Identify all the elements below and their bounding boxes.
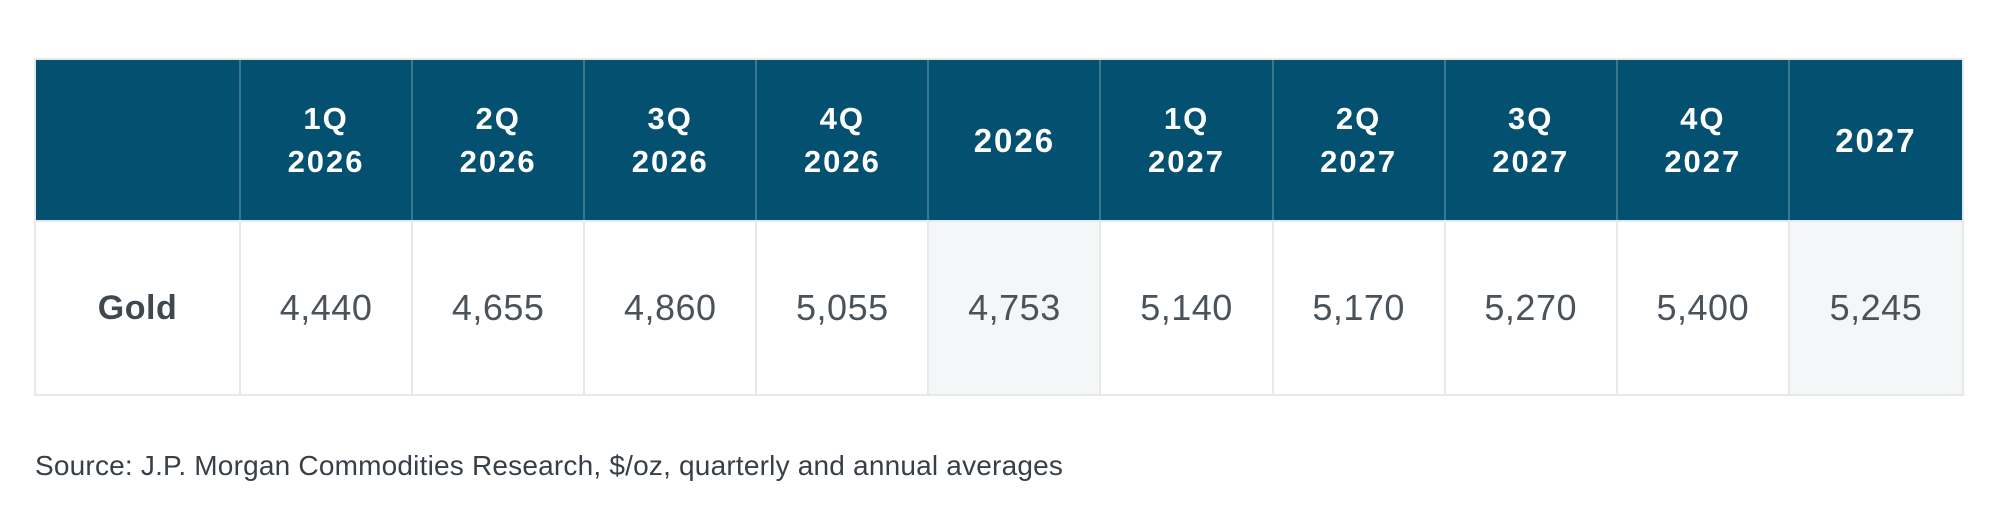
header-year-label: 2026	[973, 121, 1056, 159]
row-label-gold: Gold	[36, 220, 241, 394]
header-quarter-label: 1Q	[1163, 101, 1210, 136]
source-note: Source: J.P. Morgan Commodities Research…	[35, 450, 1064, 481]
header-quarter-label: 1Q	[303, 101, 349, 136]
header-quarter-label: 3Q	[647, 101, 693, 136]
cell-2q2026: 4,655	[413, 220, 586, 394]
header-quarter-label: 2Q	[1335, 101, 1382, 136]
header-year-label: 2027	[1835, 121, 1917, 159]
header-row: 1Q 2026 2Q 2026 3Q 2026 4Q 2026	[36, 60, 1962, 220]
col-header-4q2026: 4Q 2026	[757, 60, 930, 220]
header-year-label: 2027	[1492, 144, 1570, 179]
header-year-label: 2027	[1148, 144, 1225, 179]
cell-4q2027: 5,400	[1617, 220, 1790, 394]
col-header-4q2027: 4Q 2027	[1617, 60, 1790, 220]
cell-2027-average: 5,245	[1789, 220, 1962, 394]
header-quarter-label: 2Q	[475, 101, 521, 136]
forecast-table: 1Q 2026 2Q 2026 3Q 2026 4Q 2026	[34, 58, 1964, 396]
cell-1q2026: 4,440	[241, 220, 414, 394]
col-header-3q2026: 3Q 2026	[585, 60, 758, 220]
table-row-gold: Gold 4,440 4,655 4,860 5,055 4,753 5,140…	[36, 220, 1962, 394]
col-header-2027: 2027	[1789, 60, 1962, 220]
cell-4q2026: 5,055	[757, 220, 930, 394]
col-header-2q2026: 2Q 2026	[413, 60, 586, 220]
header-quarter-label: 3Q	[1508, 101, 1554, 136]
cell-2026-average: 4,753	[929, 220, 1102, 394]
header-year-label: 2026	[287, 144, 365, 179]
cell-3q2027: 5,270	[1445, 220, 1618, 394]
header-year-label: 2027	[1320, 144, 1398, 179]
cell-1q2027: 5,140	[1101, 220, 1274, 394]
gold-forecast-table: 1Q 2026 2Q 2026 3Q 2026 4Q 2026	[34, 58, 1964, 396]
col-header-1q2027: 1Q 2027	[1101, 60, 1274, 220]
corner-cell	[36, 60, 241, 220]
cell-2q2027: 5,170	[1273, 220, 1446, 394]
header-year-label: 2026	[459, 144, 537, 179]
col-header-3q2027: 3Q 2027	[1445, 60, 1618, 220]
header-year-label: 2026	[803, 144, 881, 179]
header-quarter-label: 4Q	[1680, 101, 1726, 136]
col-header-1q2026: 1Q 2026	[241, 60, 414, 220]
header-year-label: 2027	[1664, 144, 1742, 179]
header-quarter-label: 4Q	[819, 101, 865, 136]
cell-3q2026: 4,860	[585, 220, 758, 394]
col-header-2026: 2026	[929, 60, 1102, 220]
col-header-2q2027: 2Q 2027	[1273, 60, 1446, 220]
header-year-label: 2026	[631, 144, 709, 179]
